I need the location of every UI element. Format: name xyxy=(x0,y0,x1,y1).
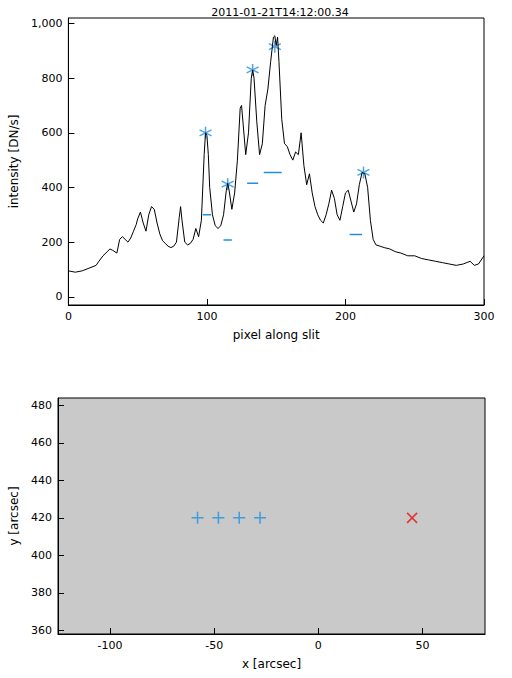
svg-text:50: 50 xyxy=(416,639,430,652)
svg-text:-50: -50 xyxy=(205,639,223,652)
svg-text:200: 200 xyxy=(41,236,62,249)
svg-text:440: 440 xyxy=(31,474,52,487)
svg-text:400: 400 xyxy=(31,549,52,562)
svg-text:y [arcsec]: y [arcsec] xyxy=(7,486,21,545)
svg-text:800: 800 xyxy=(41,72,62,85)
svg-text:460: 460 xyxy=(31,436,52,449)
svg-text:200: 200 xyxy=(335,310,356,323)
svg-text:0: 0 xyxy=(315,639,322,652)
svg-text:intensity [DN/s]: intensity [DN/s] xyxy=(7,115,21,209)
svg-text:380: 380 xyxy=(31,586,52,599)
svg-text:1,000: 1,000 xyxy=(31,17,63,30)
svg-text:2011-01-21T14:12:00.34: 2011-01-21T14:12:00.34 xyxy=(211,6,349,19)
svg-text:x [arcsec]: x [arcsec] xyxy=(242,657,301,671)
svg-text:0: 0 xyxy=(65,310,72,323)
svg-text:420: 420 xyxy=(31,511,52,524)
svg-text:480: 480 xyxy=(31,399,52,412)
svg-text:-100: -100 xyxy=(98,639,123,652)
svg-text:100: 100 xyxy=(196,310,217,323)
svg-text:360: 360 xyxy=(31,624,52,637)
svg-text:0: 0 xyxy=(55,290,62,303)
svg-text:300: 300 xyxy=(474,310,495,323)
svg-text:400: 400 xyxy=(41,181,62,194)
svg-text:600: 600 xyxy=(41,126,62,139)
svg-text:pixel along slit: pixel along slit xyxy=(233,328,320,342)
